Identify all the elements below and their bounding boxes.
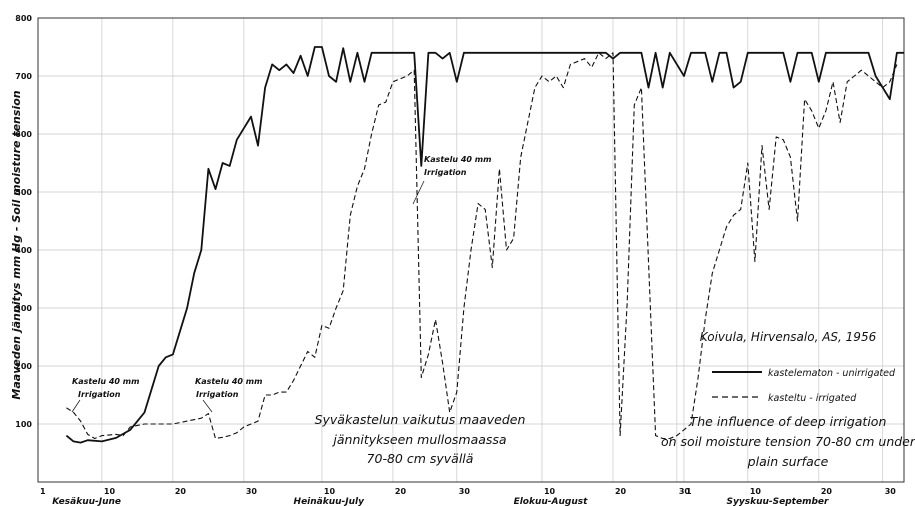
annotation-3-line2: Irrigation: [424, 168, 467, 177]
y-axis-label: Maaveden jännitys mm Hg - Soil moisture …: [10, 90, 23, 399]
x-tick-label: 10: [104, 487, 116, 496]
grid-lines: [37, 18, 904, 482]
caption-en-line1: The influence of deep irrigation: [690, 414, 887, 429]
x-tick-label: 10: [324, 487, 336, 496]
y-tick-label: 500: [15, 188, 32, 197]
month-label: Syyskuu-September: [727, 497, 829, 506]
x-tick-label: 20: [615, 487, 627, 496]
x-tick-label: 20: [395, 487, 407, 496]
caption-fi-line2: jännitykseen mullosmaassa: [331, 432, 506, 447]
legend-label-unirrigated: kastelematon - unirrigated: [768, 368, 896, 379]
x-tick-label: 20: [821, 487, 833, 496]
legend-label-irrigated: kasteltu - irrigated: [768, 393, 857, 404]
credit-text: Koivula, Hirvensalo, AS, 1956: [700, 330, 877, 344]
x-tick-label: 20: [175, 487, 187, 496]
series-line-irrigated: [66, 52, 898, 440]
x-tick-label: 1: [686, 487, 692, 496]
month-label: Kesäkuu-June: [52, 497, 121, 506]
y-tick-label: 300: [15, 304, 32, 313]
annotation-irrigation-3: Kastelu 40 mm Irrigation: [412, 155, 491, 205]
y-tick-label: 600: [15, 130, 32, 139]
y-tick-label: 800: [15, 14, 32, 23]
x-axis-ticks: 1 10 20 30 10 20 30 10 20 301 10 20 30: [40, 487, 896, 496]
x-tick-label: 1: [40, 487, 46, 496]
caption-finnish: Syväkastelun vaikutus maaveden jännityks…: [315, 412, 526, 466]
y-tick-label: 700: [15, 72, 32, 81]
annotation-irrigation-1: Kastelu 40 mm Irrigation: [71, 377, 139, 413]
annotation-1-line2: Irrigation: [78, 390, 121, 399]
caption-fi-line3: 70-80 cm syvällä: [367, 451, 474, 466]
plot-frame: [37, 17, 905, 483]
x-tick-label: 10: [750, 487, 762, 496]
annotation-3-pointer: [412, 180, 425, 205]
x-tick-label: 30: [885, 487, 897, 496]
annotation-1-line1: Kastelu 40 mm: [72, 377, 139, 386]
month-labels: Kesäkuu-June Heinäkuu-July Elokuu-August Sy…: [52, 497, 829, 506]
annotation-irrigation-2: Kastelu 40 mm Irrigation: [195, 377, 262, 413]
x-tick-label: 30: [246, 487, 258, 496]
y-tick-label: 400: [15, 246, 32, 255]
caption-en-line2: on soil moisture tension 70-80 cm under: [661, 434, 915, 449]
x-tick-label: 30: [459, 487, 471, 496]
y-tick-label: 200: [15, 362, 32, 371]
caption-en-line3: plain surface: [747, 454, 829, 469]
series-lines: [65, 46, 904, 444]
y-tick-label: 100: [15, 420, 32, 429]
caption-fi-line1: Syväkastelun vaikutus maaveden: [315, 412, 526, 427]
annotation-2-line1: Kastelu 40 mm: [195, 377, 262, 386]
series-line-unirrigated: [65, 46, 904, 444]
annotation-2-line2: Irrigation: [196, 390, 239, 399]
annotation-2-pointer: [202, 399, 213, 413]
annotation-3-line1: Kastelu 40 mm: [424, 155, 491, 164]
annotation-1-pointer: [71, 399, 81, 413]
month-label: Heinäkuu-July: [294, 497, 366, 506]
y-axis-ticks: 100 200 300 400 500 600 700 800: [15, 14, 32, 429]
x-tick-label: 10: [544, 487, 556, 496]
x-tick-label: 30: [679, 487, 691, 496]
month-label: Elokuu-August: [514, 497, 589, 506]
caption-english: The influence of deep irrigation on soil…: [661, 414, 915, 469]
legend: kastelematon - unirrigated kasteltu - ir…: [712, 368, 896, 404]
